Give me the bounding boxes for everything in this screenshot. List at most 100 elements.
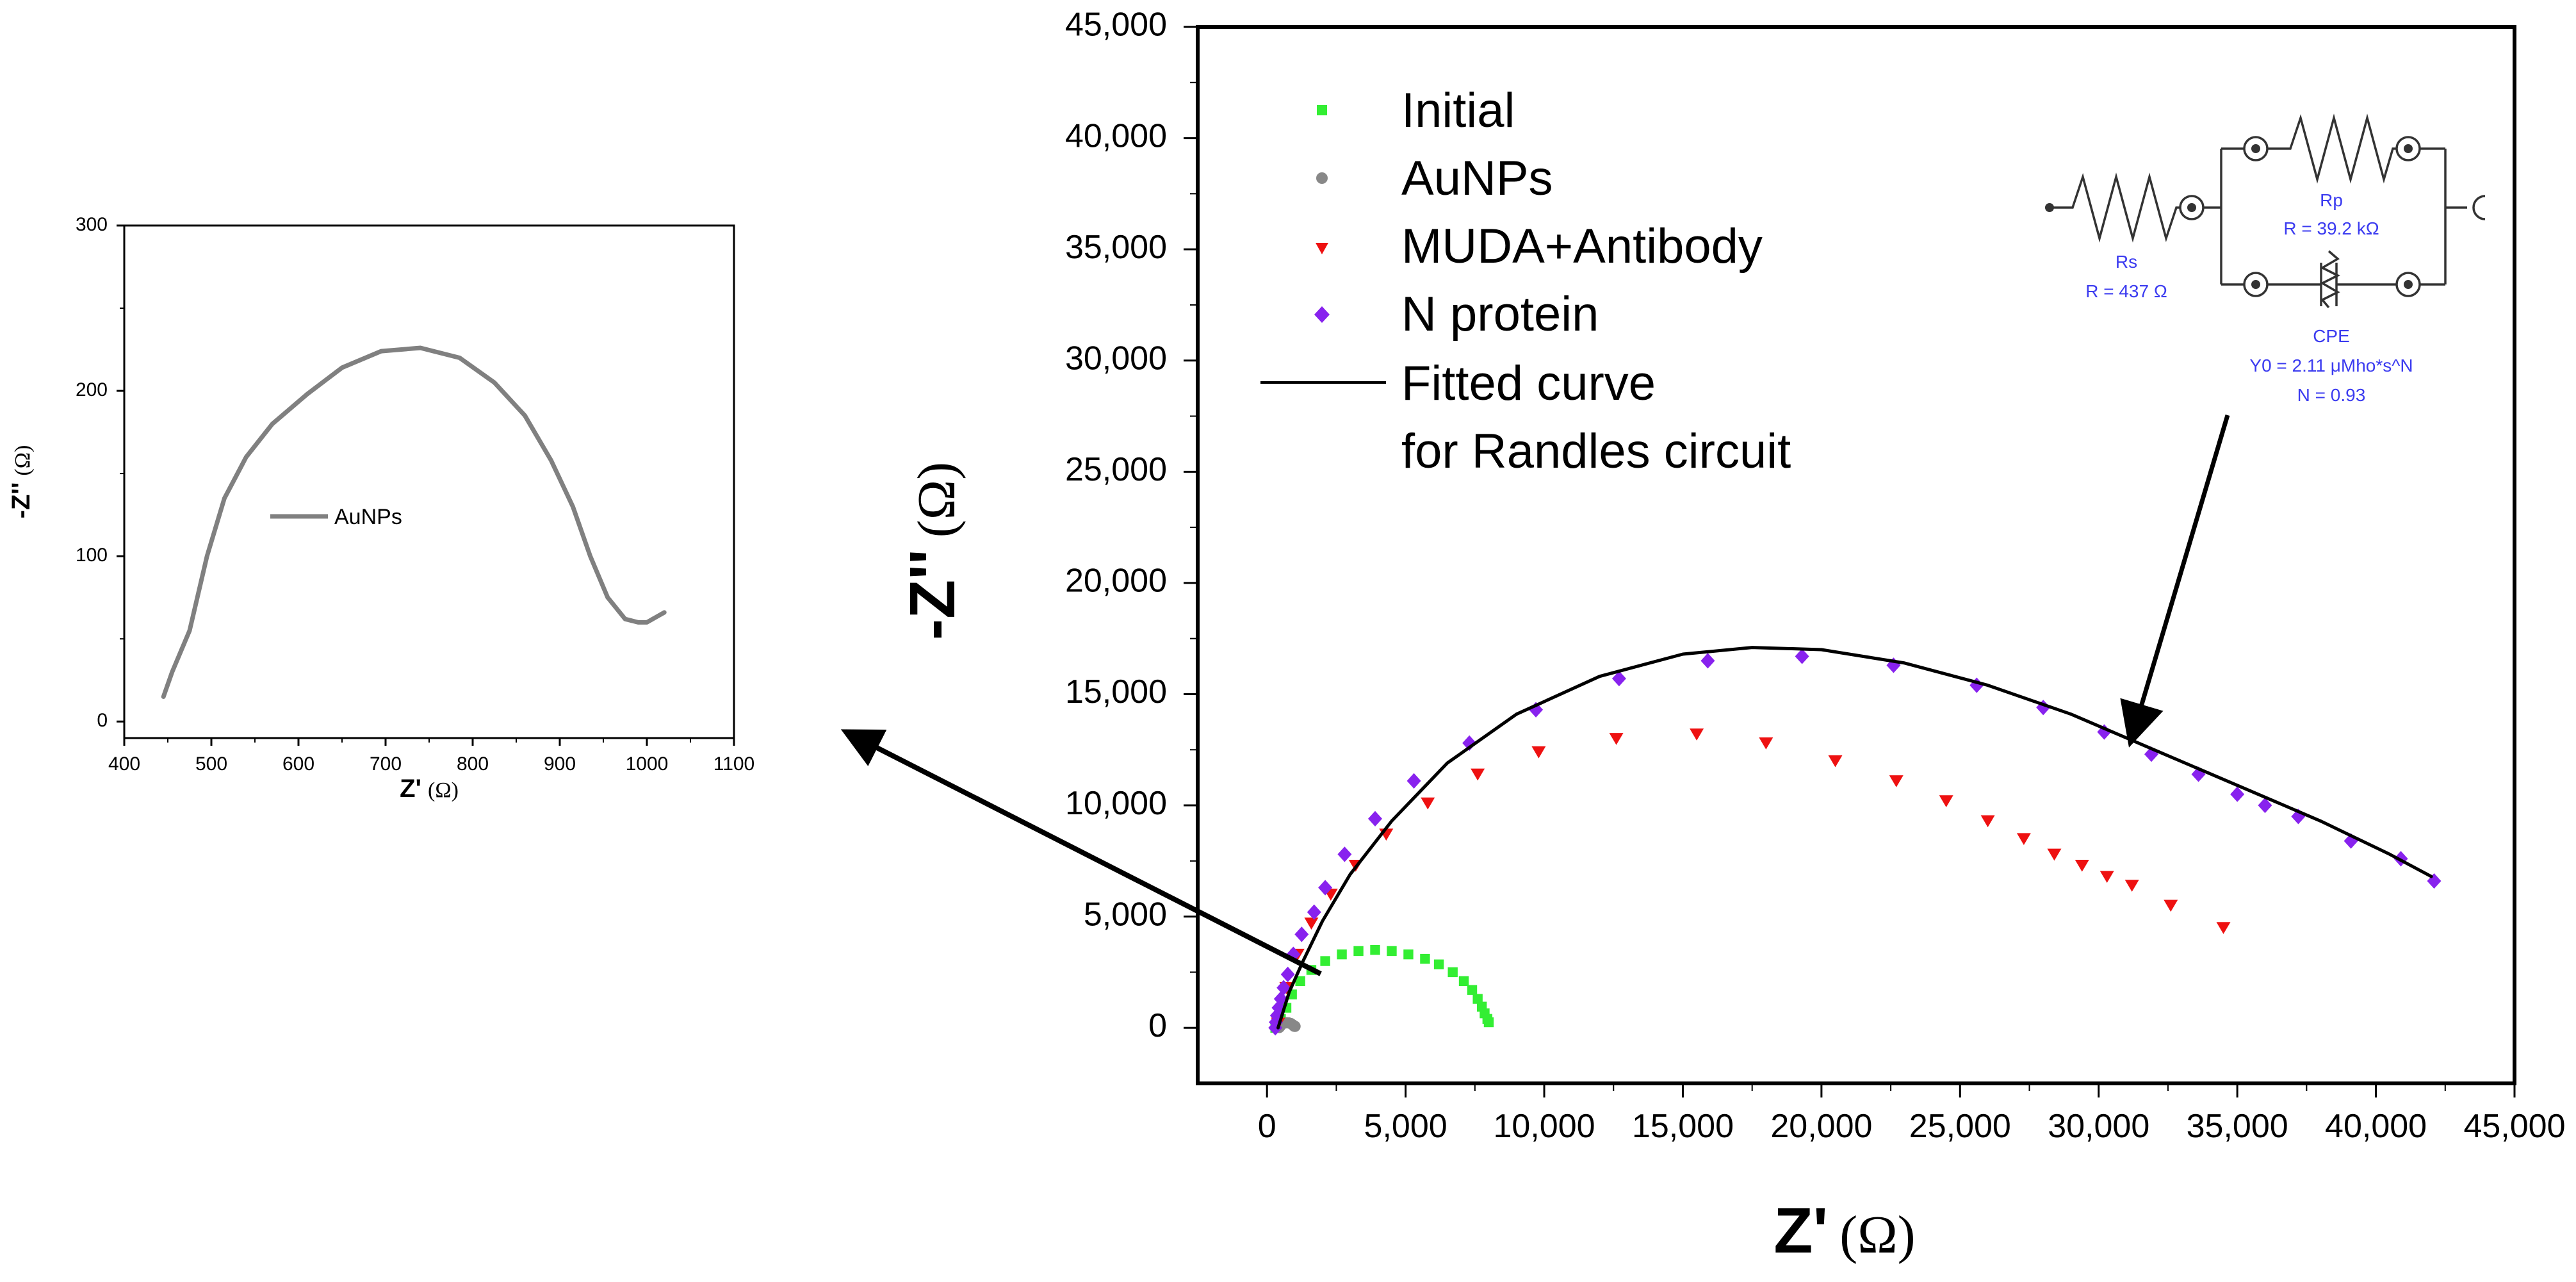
main-x-axis-ticks: 0 5,000 10,000 15,000 20,000 25,000 30,000 35,0… <box>1258 1083 2566 1145</box>
inset-y-axis-label: -Z'' <box>7 482 35 519</box>
main-nyquist-chart: 0 5,000 10,000 15,000 20,000 25,000 30,000 35,0… <box>897 6 2566 1267</box>
main-x-axis-title: Z' (Ω) <box>1773 1195 1915 1267</box>
inset-y-tick-label: 300 <box>76 214 108 235</box>
main-series-initial-point <box>1295 976 1305 987</box>
rs-resistor <box>2050 172 2178 243</box>
main-series-n-protein-point <box>1307 904 1321 920</box>
inset-x-tick-label: 600 <box>282 753 314 775</box>
cpe-y0-value: Y0 = 2.11 μMho*s^N <box>2249 356 2413 375</box>
main-series-initial-point <box>1458 976 1469 987</box>
inset-x-tick-label: 1100 <box>713 753 755 775</box>
main-series-muda-antibody-point <box>2124 880 2139 892</box>
main-series-initial-point <box>1472 994 1483 1004</box>
inset-x-tick-label: 500 <box>195 753 227 775</box>
inset-x-axis-label: Z' <box>400 775 421 803</box>
inset-x-tick-label: 900 <box>544 753 576 775</box>
legend-marker-initial <box>1317 105 1327 115</box>
inset-x-tick-label: 700 <box>370 753 402 775</box>
main-series-n-protein-point <box>2344 833 2358 849</box>
main-y-axis-title: -Z'' (Ω) <box>897 462 968 640</box>
main-y-tick-label: 5,000 <box>1084 896 1167 933</box>
main-x-tick-label: 20,000 <box>1770 1108 1872 1145</box>
main-series-n-protein-point <box>1294 926 1309 942</box>
main-x-tick-label: 10,000 <box>1494 1108 1595 1145</box>
main-x-tick-label: 45,000 <box>2463 1108 2565 1145</box>
inset-legend: AuNPs <box>270 505 402 529</box>
main-series-n-protein-point <box>2144 746 2158 762</box>
legend-label-fitted-curve-line2: for Randles circuit <box>1401 424 1791 479</box>
main-y-tick-label: 30,000 <box>1065 340 1167 377</box>
cpe-node-right-dot <box>2404 280 2413 289</box>
inset-data-layer <box>161 345 667 699</box>
main-series-muda-antibody-point <box>1531 746 1546 759</box>
main-series-muda-antibody-point <box>2216 922 2231 934</box>
cpe-variable-mark <box>2320 250 2340 309</box>
rp-resistor <box>2267 113 2397 184</box>
inset-y-axis-title: -Z'' (Ω) <box>7 445 35 519</box>
main-series-muda-antibody-point <box>2099 871 2114 883</box>
main-y-tick-label: 20,000 <box>1065 563 1167 600</box>
main-series-n-protein-point <box>1611 671 1626 687</box>
cpe-node-left-dot <box>2251 280 2260 289</box>
inset-y-tick-label: 200 <box>76 379 108 400</box>
inset-y-tick-label: 0 <box>97 710 108 731</box>
rs-node-right-dot <box>2187 203 2196 212</box>
inset-x-axis-unit: (Ω) <box>428 778 459 802</box>
main-series-n-protein-point <box>1795 648 1809 664</box>
rs-label: Rs <box>2115 252 2137 272</box>
main-series-n-protein-point <box>1700 653 1715 669</box>
main-series-muda-antibody-point <box>1939 795 1953 808</box>
legend-label-n-protein: N protein <box>1401 287 1599 341</box>
main-y-tick-label: 25,000 <box>1065 451 1167 488</box>
randles-circuit-diagram: Rs R = 437 Ω Rp R = 39.2 kΩ <box>2045 113 2486 405</box>
main-series-initial-point <box>1353 946 1364 957</box>
legend-label-initial: Initial <box>1401 83 1515 138</box>
main-y-tick-label: 40,000 <box>1065 117 1167 154</box>
main-x-tick-label: 40,000 <box>2325 1108 2427 1145</box>
main-series-n-protein-point <box>1318 880 1333 896</box>
main-x-tick-label: 0 <box>1258 1108 1276 1145</box>
main-series-muda-antibody-point <box>1609 733 1624 745</box>
inset-x-tick-label: 400 <box>108 753 140 775</box>
main-series-n-protein-point <box>1271 999 1286 1016</box>
legend-label-fitted-curve: Fitted curve <box>1401 356 1656 411</box>
main-series-initial-point <box>1467 985 1478 995</box>
main-series-n-protein-point <box>1337 846 1352 862</box>
main-x-tick-label: 15,000 <box>1632 1108 1734 1145</box>
inset-plot-frame <box>123 224 735 739</box>
inset-series-aunps-line <box>161 345 667 699</box>
rp-node-left-dot <box>2251 144 2260 153</box>
main-series-muda-antibody-point <box>1690 728 1704 741</box>
main-series-initial-point <box>1420 953 1430 964</box>
main-series-aunps-point <box>1289 1021 1301 1032</box>
main-series-initial-point <box>1403 949 1414 960</box>
main-series-n-protein-point <box>1280 966 1295 982</box>
main-y-axis-unit: (Ω) <box>907 462 966 538</box>
inset-x-tick-label: 1000 <box>626 753 669 775</box>
rp-value: R = 39.2 kΩ <box>2283 218 2379 238</box>
main-series-initial-point <box>1387 946 1397 957</box>
circuit-terminal-right <box>2472 195 2486 220</box>
main-series-n-protein-point <box>1462 735 1477 751</box>
circuit-callout-arrow <box>2120 415 2230 748</box>
legend-marker-aunps <box>1316 172 1328 184</box>
zoom-callout-arrow <box>840 729 1322 976</box>
main-x-tick-label: 25,000 <box>1909 1108 2011 1145</box>
main-x-axis-label: Z' <box>1773 1195 1828 1267</box>
inset-aunps-chart: 400 500 600 700 800 900 1000 1100 0 100 200 300 Z'… <box>7 214 754 803</box>
main-series-initial-point <box>1337 949 1347 960</box>
main-series-muda-antibody-point <box>1828 755 1843 768</box>
cpe-n-value: N = 0.93 <box>2297 385 2366 405</box>
inset-y-tick-label: 100 <box>76 545 108 566</box>
inset-y-axis-unit: (Ω) <box>11 445 35 476</box>
rp-label: Rp <box>2320 190 2343 210</box>
main-series-fitted-curve-line <box>1276 646 2433 1030</box>
inset-legend-label-aunps: AuNPs <box>334 505 402 529</box>
main-series-initial-point <box>1483 1017 1494 1028</box>
main-series-n-protein-point <box>1368 810 1383 826</box>
main-y-tick-label: 0 <box>1148 1007 1167 1044</box>
main-y-tick-label: 15,000 <box>1065 673 1167 711</box>
main-y-axis-label: -Z'' <box>897 549 968 640</box>
main-series-initial-point <box>1433 959 1444 969</box>
